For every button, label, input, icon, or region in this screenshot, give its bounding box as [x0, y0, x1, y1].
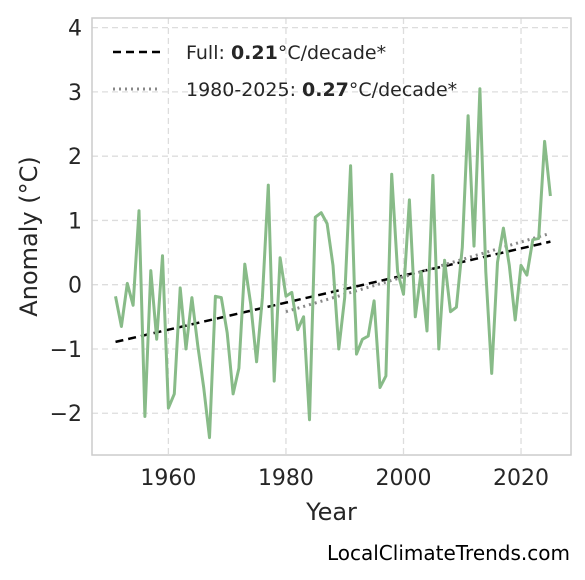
- y-tick-label: 4: [68, 17, 82, 42]
- x-tick-label: 1980: [258, 466, 314, 491]
- legend-full-value: 0.21: [231, 42, 278, 64]
- legend-recent-prefix: 1980-2025:: [186, 79, 302, 101]
- y-tick-label: 2: [68, 145, 82, 170]
- plot-frame: [91, 17, 572, 456]
- anomaly-series-line: [114, 87, 552, 440]
- x-axis-label: Year: [305, 498, 357, 526]
- watermark-text: LocalClimateTrends.com: [327, 541, 570, 565]
- legend-full-prefix: Full:: [186, 42, 231, 64]
- series-lines: [114, 87, 552, 440]
- y-tick-label: 1: [68, 209, 82, 234]
- y-tick-label: 0: [68, 274, 82, 299]
- legend-label-recent-trend: 1980-2025: 0.27°C/decade*: [186, 79, 457, 101]
- legend: Full: 0.21°C/decade* 1980-2025: 0.27°C/d…: [113, 42, 457, 101]
- x-tick-label: 2020: [493, 466, 549, 491]
- legend-label-full-trend: Full: 0.21°C/decade*: [186, 42, 386, 64]
- x-tick-label: 1960: [140, 466, 196, 491]
- y-tick-label: −2: [50, 402, 82, 427]
- y-tick-label: −1: [50, 338, 82, 363]
- y-tick-label: 3: [68, 81, 82, 106]
- y-axis-label: Anomaly (°C): [15, 156, 43, 316]
- legend-full-suffix: °C/decade*: [278, 42, 386, 64]
- legend-recent-suffix: °C/decade*: [349, 79, 457, 101]
- legend-recent-value: 0.27: [302, 79, 349, 101]
- x-tick-label: 2000: [375, 466, 431, 491]
- full-trend-line: [115, 240, 551, 344]
- tick-labels: 1960 1980 2000 2020 −2 −1 0 1 2 3 4: [50, 17, 549, 491]
